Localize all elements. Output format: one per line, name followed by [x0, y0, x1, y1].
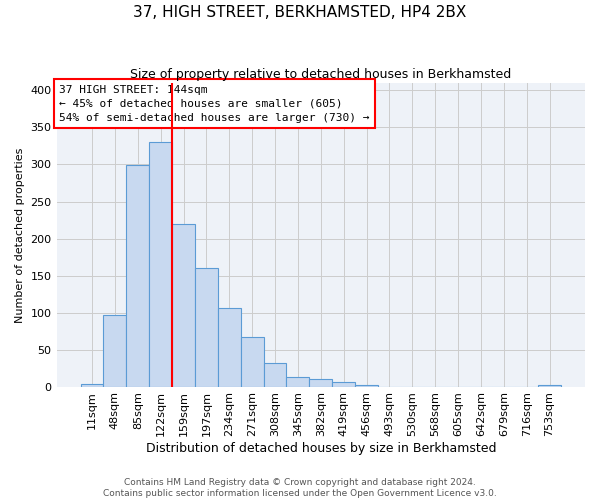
- Bar: [310, 379, 332, 386]
- Bar: [172, 224, 195, 386]
- Bar: [80, 384, 103, 386]
- Y-axis label: Number of detached properties: Number of detached properties: [15, 147, 25, 322]
- Bar: [195, 268, 218, 386]
- Bar: [538, 385, 561, 386]
- Title: Size of property relative to detached houses in Berkhamsted: Size of property relative to detached ho…: [130, 68, 511, 80]
- X-axis label: Distribution of detached houses by size in Berkhamsted: Distribution of detached houses by size …: [146, 442, 496, 455]
- Bar: [149, 142, 172, 386]
- Bar: [127, 165, 149, 386]
- Text: 37 HIGH STREET: 144sqm
← 45% of detached houses are smaller (605)
54% of semi-de: 37 HIGH STREET: 144sqm ← 45% of detached…: [59, 84, 370, 122]
- Text: Contains HM Land Registry data © Crown copyright and database right 2024.
Contai: Contains HM Land Registry data © Crown c…: [103, 478, 497, 498]
- Bar: [332, 382, 355, 386]
- Bar: [218, 308, 241, 386]
- Bar: [286, 377, 310, 386]
- Text: 37, HIGH STREET, BERKHAMSTED, HP4 2BX: 37, HIGH STREET, BERKHAMSTED, HP4 2BX: [133, 5, 467, 20]
- Bar: [263, 363, 286, 386]
- Bar: [241, 337, 263, 386]
- Bar: [355, 385, 378, 386]
- Bar: [103, 315, 127, 386]
